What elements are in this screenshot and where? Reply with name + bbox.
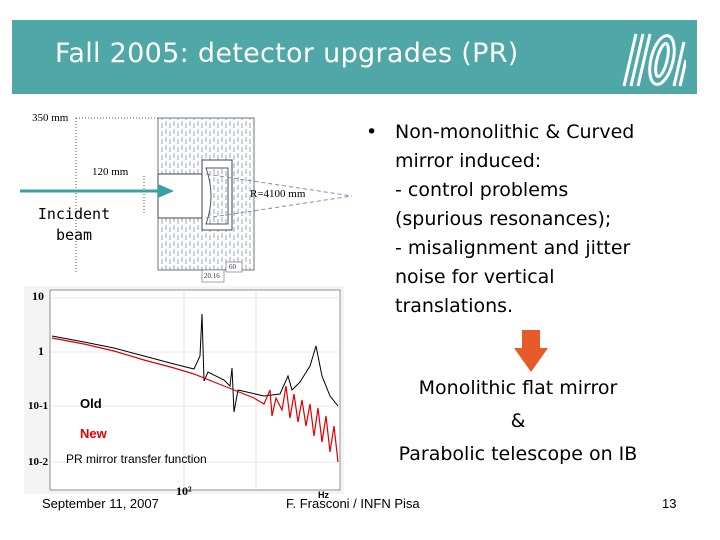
small-label-a: 20.16 <box>204 272 220 280</box>
bullet-line-6: noise for vertical <box>395 266 555 288</box>
bullet-dot-icon: • <box>366 121 378 143</box>
slide-title: Fall 2005: detector upgrades (PR) <box>55 38 519 69</box>
x-unit-label: Hz <box>318 490 329 500</box>
plot-caption: PR mirror transfer function <box>66 452 207 466</box>
bullet-line-3: - control problems <box>395 179 569 201</box>
down-arrow-icon <box>514 330 548 372</box>
new-series-line <box>51 337 339 463</box>
y-tick-10: 10 <box>32 289 44 303</box>
y-tick-10-1: 10-1 <box>28 400 49 412</box>
ego-logo <box>618 28 688 90</box>
result-line-2: & <box>510 410 526 432</box>
dim-120-label: 120 mm <box>92 166 129 178</box>
footer-page-number: 13 <box>662 496 677 511</box>
incident-line-1: Incident <box>37 205 111 223</box>
title-bar <box>12 20 697 94</box>
transfer-function-plot: 10 1 10-1 10-2 Old New PR mirror transfe… <box>24 286 344 494</box>
result-line-3: Parabolic telescope on IB <box>398 443 638 465</box>
footer-date: September 11, 2007 <box>42 496 159 511</box>
legend-old: Old <box>80 396 102 411</box>
result-text: Monolithic flat mirror & Parabolic teles… <box>390 372 646 471</box>
bullet-line-1: Non-monolithic & Curved <box>395 121 635 143</box>
legend-new: New <box>80 426 107 441</box>
radius-label: R=4100 mm <box>250 188 306 200</box>
y-tick-10-2: 10-2 <box>28 456 49 468</box>
dim-350-label: 350 mm <box>32 112 69 124</box>
y-tick-1: 1 <box>38 344 44 358</box>
bullet-line-4: (spurious resonances); <box>395 208 612 230</box>
old-series-line <box>51 313 339 413</box>
bullet-line-2: mirror induced: <box>395 150 542 172</box>
bullet-list: • Non-monolithic & Curved mirror induced… <box>366 118 706 321</box>
incident-line-2: beam <box>55 226 93 244</box>
incident-beam-label: Incident beam <box>28 204 120 246</box>
bullet-line-7: translations. <box>395 295 514 317</box>
result-line-1: Monolithic flat mirror <box>418 377 618 399</box>
bullet-text: Non-monolithic & Curved mirror induced: … <box>395 118 706 321</box>
small-label-b: 60 <box>229 263 236 271</box>
bullet-line-5: - misalignment and jitter <box>395 237 631 259</box>
x-tick-100: 10² <box>176 484 192 498</box>
footer-author: F. Frasconi / INFN Pisa <box>286 496 420 511</box>
mirror-diagram: 350 mm 120 mm R=4100 mm 20.16 60 <box>20 104 360 292</box>
